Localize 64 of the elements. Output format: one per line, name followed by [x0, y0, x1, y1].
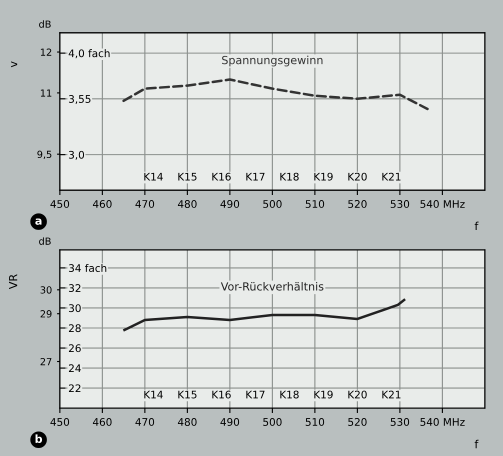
y2-tick-label: 3,55 [68, 95, 90, 104]
x-tick-label: 530 [390, 418, 410, 426]
x-tick-label: 540 MHz [420, 200, 465, 208]
annotation: K15 [178, 390, 196, 398]
y2-tick-label: 22 [68, 384, 80, 392]
x-tick-label: 480 [178, 200, 197, 208]
y-tick-label: 9,5 [37, 150, 52, 160]
annotation: K21 [382, 172, 400, 180]
y-tick-label: 30 [40, 286, 52, 294]
annotation: K14 [144, 390, 163, 398]
x-tick-label: 510 [306, 418, 324, 426]
y2-tick-label: 28 [68, 324, 81, 332]
y2-tick-label: 3,0 [68, 150, 84, 160]
annotation: K17 [246, 390, 265, 398]
x-tick-label: 480 [178, 418, 197, 426]
text: b [36, 434, 42, 443]
x-tick-label: 460 [92, 418, 112, 426]
x-axis-title: f [474, 440, 479, 448]
y-tick-label: 11 [40, 90, 52, 97]
y2-tick-label: 4,0 fach [68, 49, 110, 58]
x-tick-label: 490 [220, 418, 240, 426]
y2-tick-label: 30 [68, 304, 81, 312]
annotation: K18 [280, 390, 299, 398]
x-tick-label: 520 [348, 200, 367, 208]
y-tick-label: 29 [40, 310, 52, 318]
annotation: K19 [314, 172, 333, 181]
text: a [35, 218, 42, 225]
x-tick-label: 450 [50, 200, 70, 208]
annotation: K18 [280, 172, 299, 181]
series-label: Spannungsgewinn [222, 56, 322, 66]
x-tick-label: 490 [220, 200, 240, 208]
text: Vor-Rückverhältnis [220, 282, 324, 291]
y2-tick-label: 34 fach [68, 264, 106, 272]
annotation: K16 [212, 390, 231, 398]
annotation: K21 [382, 390, 400, 398]
x-tick-label: 540 MHz [420, 418, 465, 426]
annotation: K19 [314, 390, 333, 398]
y-axis-title: VR [9, 274, 18, 290]
y2-tick-label: 24 [68, 364, 81, 372]
x-tick-label: 520 [348, 418, 367, 426]
x-tick-label: 470 [135, 200, 154, 208]
line-series [122, 78, 429, 110]
x-tick-label: 530 [390, 200, 410, 208]
text: dB [39, 20, 51, 28]
y-axis-title: v [11, 61, 18, 68]
y2-tick-label: 32 [68, 284, 80, 292]
y2-tick-label: 26 [68, 344, 81, 352]
x-tick-label: 450 [50, 418, 70, 426]
annotation: K20 [348, 390, 367, 398]
x-tick-label: 510 [306, 200, 324, 208]
line-series [123, 298, 406, 332]
x-tick-label: 460 [92, 200, 112, 208]
text: dB [39, 237, 51, 245]
annotation: K14 [144, 172, 163, 180]
x-axis-title: f [474, 222, 479, 230]
annotation: K15 [178, 172, 196, 181]
x-tick-label: 470 [135, 418, 154, 426]
annotation: K16 [212, 172, 231, 181]
y-tick-label: 12 [40, 48, 52, 56]
annotation: K17 [246, 172, 265, 180]
y-tick-label: 27 [40, 358, 52, 366]
x-tick-label: 500 [263, 418, 282, 426]
x-tick-label: 500 [263, 200, 282, 208]
annotation: K20 [348, 172, 367, 181]
